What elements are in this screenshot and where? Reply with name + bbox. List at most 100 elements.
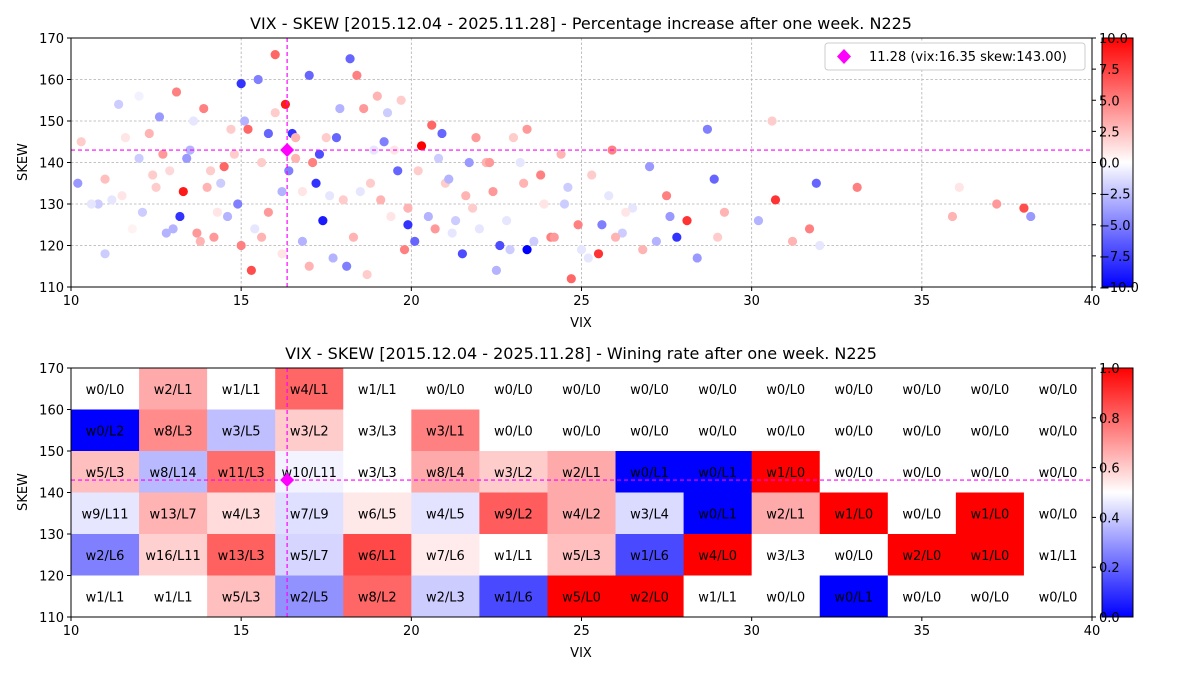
colorbar-tick-label: 0.0 — [1099, 611, 1120, 626]
scatter-point — [144, 128, 154, 139]
scatter-point — [665, 211, 675, 222]
scatter-point — [423, 211, 433, 222]
scatter-point — [556, 149, 566, 159]
scatter-point — [430, 224, 440, 234]
heatmap-ticks: 10 15 20 25 30 35 40 110 120 130 140 150 160 170 — [39, 362, 1100, 639]
scatter-point — [610, 232, 621, 242]
heatmap-cell-label: w1/L1 — [86, 590, 125, 605]
scatter-point — [120, 133, 131, 143]
heatmap-cell-label: w0/L0 — [1039, 507, 1078, 522]
heatmap-cell — [683, 409, 753, 452]
heatmap-cell-label: w0/L2 — [86, 424, 125, 439]
scatter-ticks: 10 15 20 25 30 35 40 110 120 130 140 150 160 170 — [39, 32, 1100, 309]
heatmap-cell — [139, 492, 208, 535]
scatter-point — [413, 166, 423, 176]
heatmap-cell-label: w0/L0 — [766, 590, 805, 605]
scatter-point — [114, 99, 124, 109]
scatter-point — [263, 128, 273, 139]
scatter-point — [205, 166, 216, 176]
scatter-point — [359, 103, 369, 114]
heatmap-cell-label: w1/L1 — [222, 383, 261, 398]
scatter-colorbar-ticks: 10.0 7.5 5.0 2.5 0.0 −2.5 −5.0 −7.5 −10.0 — [1092, 32, 1139, 296]
heatmap-cell-label: w4/L2 — [562, 507, 601, 522]
heatmap-cell-label: w0/L1 — [834, 590, 873, 605]
scatter-point — [539, 199, 549, 209]
scatter-point — [137, 207, 148, 217]
x-tick-label: 35 — [914, 624, 931, 639]
heatmap-cell-label: w2/L0 — [630, 590, 669, 605]
x-tick-label: 25 — [573, 294, 590, 309]
scatter-point — [661, 191, 672, 201]
scatter-point — [73, 178, 83, 188]
heatmap-cell — [955, 492, 1025, 535]
heatmap-cell-label: w3/L3 — [358, 424, 397, 439]
heatmap-cell — [411, 368, 480, 410]
scatter-point — [467, 203, 478, 213]
heatmap-x-label: VIX — [570, 646, 592, 661]
scatter-point — [471, 133, 481, 143]
heatmap-cell — [547, 451, 617, 493]
heatmap-cell-label: w3/L1 — [426, 424, 465, 439]
heatmap-cell-label: w4/L5 — [426, 507, 465, 522]
heatmap-cell-label: w0/L0 — [1039, 424, 1078, 439]
colorbar-tick-label: 5.0 — [1099, 94, 1120, 109]
heatmap-cell-label: w5/L0 — [562, 590, 601, 605]
heatmap-cell — [71, 534, 140, 576]
scatter-highlight — [71, 38, 1092, 287]
scatter-point — [178, 186, 188, 197]
y-tick-label: 120 — [39, 570, 64, 585]
heatmap-cell-label: w8/L3 — [154, 424, 193, 439]
y-tick-label: 140 — [39, 157, 64, 172]
heatmap-cell — [479, 492, 548, 535]
heatmap-y-label: SKEW — [16, 473, 31, 511]
scatter-chart: VIX - SKEW [2015.12.04 - 2025.11.28] - P… — [16, 14, 1139, 331]
heatmap-cell — [819, 534, 889, 576]
heatmap-cell — [207, 575, 276, 618]
scatter-point — [127, 224, 137, 234]
heatmap-cell — [71, 409, 140, 452]
heatmap-cell — [343, 368, 412, 410]
scatter-point — [192, 228, 202, 238]
scatter-point — [519, 178, 529, 188]
scatter-point — [627, 203, 638, 213]
scatter-point — [100, 174, 110, 184]
scatter-point — [93, 199, 103, 209]
scatter-point — [992, 199, 1002, 209]
scatter-colorbar — [1101, 37, 1134, 288]
heatmap-cell — [887, 451, 957, 493]
x-tick-label: 15 — [233, 294, 250, 309]
scatter-point — [947, 211, 958, 222]
scatter-point — [134, 91, 144, 101]
scatter-point — [522, 124, 532, 134]
heatmap-cell — [343, 492, 412, 535]
scatter-point — [376, 195, 386, 205]
scatter-point — [573, 220, 583, 230]
heatmap-cell-label: w1/L1 — [154, 590, 193, 605]
heatmap-cell-label: w5/L3 — [86, 466, 125, 481]
heatmap-cell — [547, 534, 617, 576]
heatmap-cell-label: w1/L1 — [1039, 549, 1078, 564]
heatmap-cell — [411, 534, 480, 576]
heatmap-cell-label: w11/L3 — [218, 466, 265, 481]
x-tick-label: 15 — [233, 624, 250, 639]
heatmap-cell-label: w0/L0 — [1039, 590, 1078, 605]
scatter-point — [382, 108, 393, 118]
heatmap-cell-label: w5/L3 — [562, 549, 601, 564]
heatmap-cell-label: w8/L14 — [150, 466, 197, 481]
heatmap-cell — [207, 409, 276, 452]
heatmap-cell — [955, 451, 1025, 493]
heatmap-cell-label: w4/L1 — [290, 383, 329, 398]
heatmap-cell — [1023, 368, 1093, 410]
heatmap-cell-label: w0/L0 — [971, 590, 1010, 605]
heatmap-cell-label: w7/L6 — [426, 549, 465, 564]
scatter-point — [182, 153, 192, 163]
heatmap-cell-label: w0/L0 — [902, 383, 941, 398]
heatmap-cell — [955, 368, 1025, 410]
scatter-point — [529, 236, 539, 246]
heatmap-cell — [751, 575, 821, 618]
heatmap-cell — [1023, 492, 1093, 535]
heatmap-cell — [411, 575, 480, 618]
heatmap-cell — [615, 451, 685, 493]
heatmap-highlight — [71, 368, 1092, 617]
